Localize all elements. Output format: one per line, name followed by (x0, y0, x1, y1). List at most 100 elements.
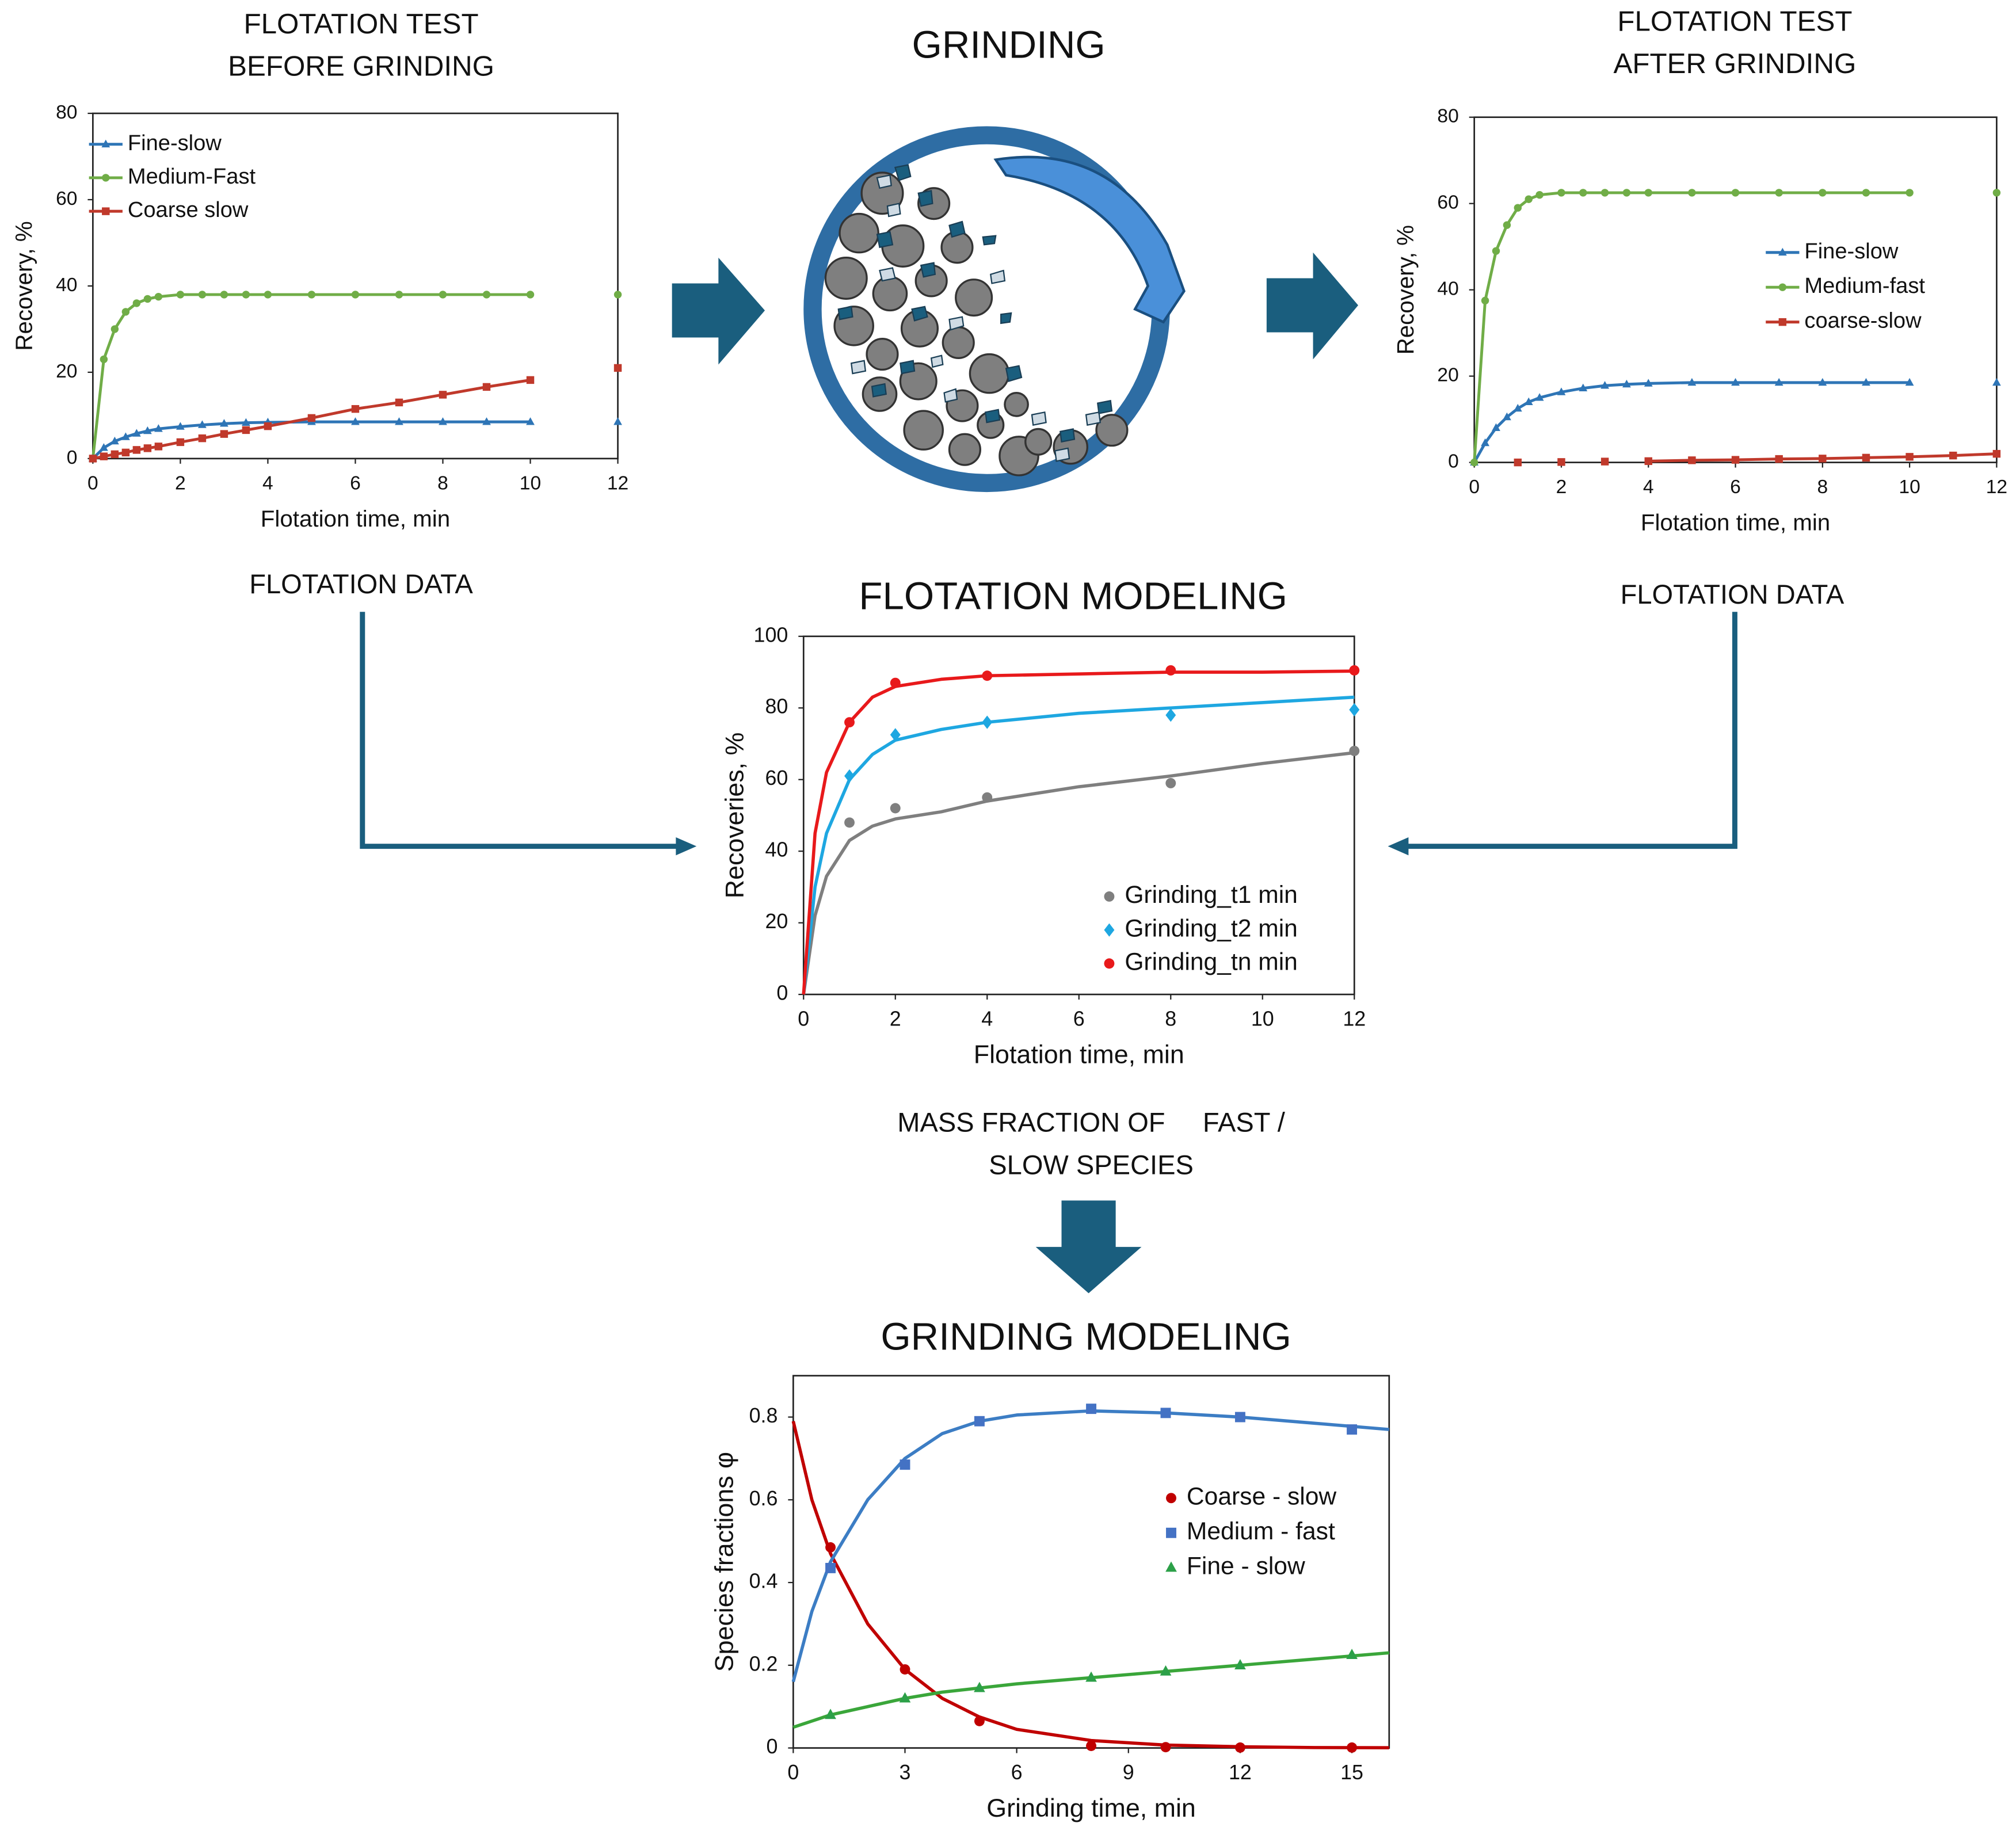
x-tick-label: 4 (1643, 476, 1654, 498)
marker (1234, 1742, 1245, 1753)
x-tick-label: 8 (1165, 1007, 1176, 1030)
chart-title: FLOTATION MODELING (859, 575, 1287, 618)
fit-curve (791, 1421, 1389, 1750)
marker (242, 291, 250, 299)
marker (982, 670, 993, 681)
marker (1644, 379, 1653, 387)
marker (1086, 1404, 1097, 1414)
marker (100, 452, 108, 460)
marker (1514, 458, 1522, 467)
legend-label: Grinding_t1 min (1125, 881, 1298, 909)
x-tick-label: 12 (607, 473, 628, 494)
marker (110, 436, 119, 445)
legend-label: Fine - slow (1187, 1552, 1305, 1580)
legend-marker (1104, 958, 1115, 969)
marker (198, 291, 207, 299)
legend-marker (1778, 247, 1787, 256)
y-tick-label: 60 (1437, 192, 1458, 213)
marker (1775, 189, 1783, 197)
marker (1349, 665, 1360, 676)
legend-marker (1104, 923, 1115, 937)
y-tick-label: 20 (765, 910, 788, 933)
x-tick-label: 6 (1073, 1007, 1085, 1030)
x-tick-label: 0 (787, 1761, 799, 1784)
marker (307, 291, 316, 299)
marker (1949, 451, 1957, 460)
chart: 0 3 6 9 12 15 0 0.2 0.4 0.6 0.8 GRINDING MODELING Gr… (710, 1315, 1390, 1822)
marker (143, 426, 152, 434)
mill (803, 126, 1186, 493)
mass-fraction-label: SLOW SPECIES (989, 1149, 1194, 1180)
marker (395, 291, 403, 299)
marker (1579, 383, 1588, 391)
marker (242, 418, 250, 426)
marker (1905, 377, 1914, 386)
y-axis-label: Species fractions φ (710, 1452, 739, 1672)
legend-marker (1104, 891, 1115, 902)
y-tick-label: 40 (765, 838, 788, 861)
marker (982, 792, 993, 803)
marker (1644, 189, 1652, 197)
marker (154, 443, 163, 451)
marker (1165, 777, 1176, 788)
legend-label: Fine-slow (128, 131, 222, 155)
legend-label: Medium - fast (1187, 1517, 1335, 1545)
x-axis-label: Flotation time, min (974, 1040, 1184, 1069)
y-axis-label: Recovery, % (1393, 225, 1419, 354)
marker (1165, 665, 1176, 676)
legend-marker (102, 207, 110, 215)
marker (1234, 1659, 1246, 1669)
arrow-head (1388, 837, 1409, 856)
y-tick-label: 0 (766, 1735, 778, 1758)
legend-marker (1778, 318, 1787, 326)
chart: 0 2 4 6 8 10 12 0 20 40 60 80 FLOTATION TEST AFTER GR… (1393, 5, 2007, 535)
marker (526, 376, 535, 384)
marker (613, 291, 622, 299)
x-tick-label: 2 (175, 473, 186, 494)
y-tick-label: 0.2 (749, 1652, 778, 1675)
marker (1557, 387, 1566, 395)
arrow-down (1035, 1200, 1142, 1294)
legend-label: Coarse - slow (1187, 1483, 1337, 1511)
marker (198, 434, 207, 443)
series-line (1474, 383, 1997, 463)
marker (982, 715, 993, 729)
marker (1160, 1408, 1171, 1418)
marker (1234, 1412, 1245, 1423)
y-tick-label: 20 (1437, 365, 1458, 386)
marker (1160, 1665, 1172, 1676)
marker (1862, 377, 1870, 386)
x-axis-label: Flotation time, min (1641, 510, 1830, 536)
x-tick-label: 8 (1817, 476, 1828, 498)
marker (395, 398, 403, 407)
y-tick-label: 0 (67, 447, 78, 468)
y-tick-label: 100 (754, 623, 788, 646)
marker (613, 417, 622, 425)
marker (1349, 703, 1360, 717)
marker (1557, 189, 1565, 197)
marker (1688, 189, 1696, 197)
marker (1774, 377, 1783, 386)
marker (154, 292, 163, 301)
marker (395, 417, 403, 425)
arrow-right (1266, 252, 1358, 360)
y-tick-label: 0.8 (749, 1404, 778, 1427)
chart-title: BEFORE GRINDING (228, 51, 494, 82)
marker (121, 432, 130, 440)
marker (110, 450, 119, 459)
marker (825, 1562, 836, 1573)
marker (526, 417, 535, 425)
x-tick-label: 10 (1251, 1007, 1274, 1030)
fit-curve (802, 669, 1355, 995)
marker (1731, 189, 1740, 197)
marker (1492, 423, 1500, 431)
marker (482, 291, 491, 299)
x-tick-label: 4 (262, 473, 273, 494)
marker (1470, 458, 1478, 467)
marker (974, 1681, 985, 1692)
chart-title: FLOTATION TEST (243, 8, 478, 40)
legend-label: Coarse slow (128, 198, 249, 222)
marker (220, 419, 228, 427)
legend-label: Medium-fast (1804, 274, 1925, 298)
marker (613, 364, 622, 372)
